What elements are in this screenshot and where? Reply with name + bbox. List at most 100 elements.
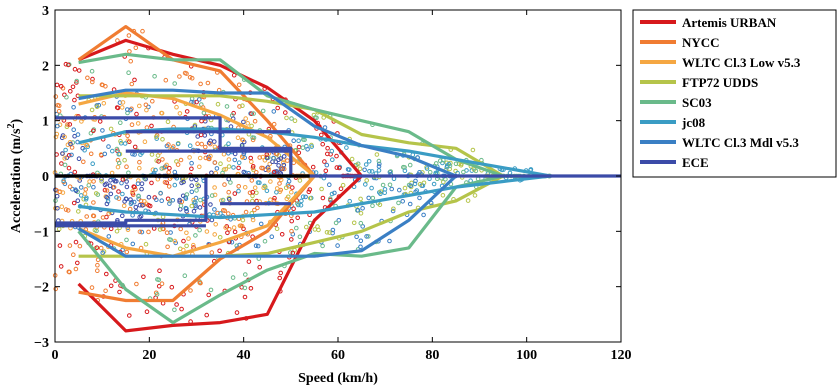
scatter-point [114,105,120,110]
x-tick-label: 20 [142,348,156,363]
scatter-point [433,161,439,166]
scatter-point [77,178,82,183]
scatter-point [271,109,277,114]
scatter-point [189,183,194,188]
scatter-point [170,198,176,203]
scatter-point [90,161,95,166]
scatter-point [364,178,370,183]
scatter-point [164,230,170,235]
scatter-point [220,197,226,203]
scatter-point [72,66,78,72]
scatter-point [159,110,165,116]
scatter-point [130,241,136,247]
scatter-point [167,165,172,171]
scatter-point [63,207,69,212]
scatter-point [226,211,231,216]
scatter-point [364,234,369,239]
scatter-point [108,126,114,132]
scatter-point [377,161,382,167]
scatter-point [360,206,365,211]
scatter-point [438,158,443,163]
scatter-point [66,62,71,68]
scatter-point [284,196,290,202]
scatter-point [441,179,446,185]
scatter-point [204,312,209,318]
scatter-point [95,268,100,274]
scatter-point [139,181,145,186]
scatter-point [194,99,199,105]
scatter-point [172,169,178,175]
scatter-point [143,241,149,247]
scatter-point [153,167,158,173]
scatter-point [300,194,306,199]
scatter-point [95,262,100,268]
scatter-point [100,128,105,133]
scatter-point [154,292,160,297]
scatter-point [109,170,115,176]
scatter-point [257,264,263,270]
scatter-point [63,147,68,153]
scatter-point [53,286,59,292]
scatter-point [242,294,248,300]
scatter-point [289,237,294,242]
scatter-point [205,80,211,86]
scatter-point [370,203,375,208]
scatter-point [64,155,70,161]
scatter-point [194,177,199,183]
scatter-point [357,166,363,171]
scatter-point [120,213,125,219]
legend-label: Artemis URBAN [682,15,777,30]
scatter-point [76,209,81,214]
scatter-point [150,98,155,104]
scatter-point [178,226,183,232]
scatter-point [172,307,177,313]
scatter-point [58,264,64,269]
scatter-point [66,153,72,158]
legend-label: jc08 [681,115,706,130]
scatter-point [204,229,210,234]
scatter-point [369,185,374,191]
scatter-point [388,169,394,174]
scatter-point [69,145,75,150]
scatter-point [127,206,133,212]
scatter-point [133,186,138,192]
legend-label: FTP72 UDDS [682,75,758,90]
scatter-point [250,164,256,169]
scatter-point [114,146,120,152]
scatter-point [134,111,139,117]
scatter-point [75,132,81,137]
legend-label: NYCC [682,35,720,50]
scatter-point [139,186,144,192]
scatter-point [370,195,376,201]
scatter-point [120,177,126,182]
scatter-point [73,187,78,192]
scatter-point [202,133,208,138]
scatter-point [135,121,141,126]
scatter-point [222,182,227,187]
scatter-point [297,178,303,183]
y-tick-label: −3 [34,336,49,351]
scatter-point [323,168,329,174]
scatter-point [226,189,231,195]
scatter-point [78,185,84,190]
scatter-point [101,101,107,106]
scatter-point [225,230,230,236]
scatter-point [127,313,132,318]
scatter-point [391,206,396,212]
scatter-point [239,223,245,229]
scatter-point [440,193,446,198]
scatter-point [197,97,202,102]
scatter-point [376,158,382,164]
scatter-point [407,201,413,207]
scatter-point [78,193,84,198]
scatter-point [289,228,294,234]
scatter-point [198,81,203,87]
scatter-point [137,103,142,109]
scatter-point [424,166,430,171]
scatter-point [407,162,413,168]
scatter-point [83,187,88,192]
x-axis-ticks: 0 20 40 60 80 100 120 [52,10,632,363]
scatter-point [367,169,372,174]
scatter-point [237,223,243,229]
